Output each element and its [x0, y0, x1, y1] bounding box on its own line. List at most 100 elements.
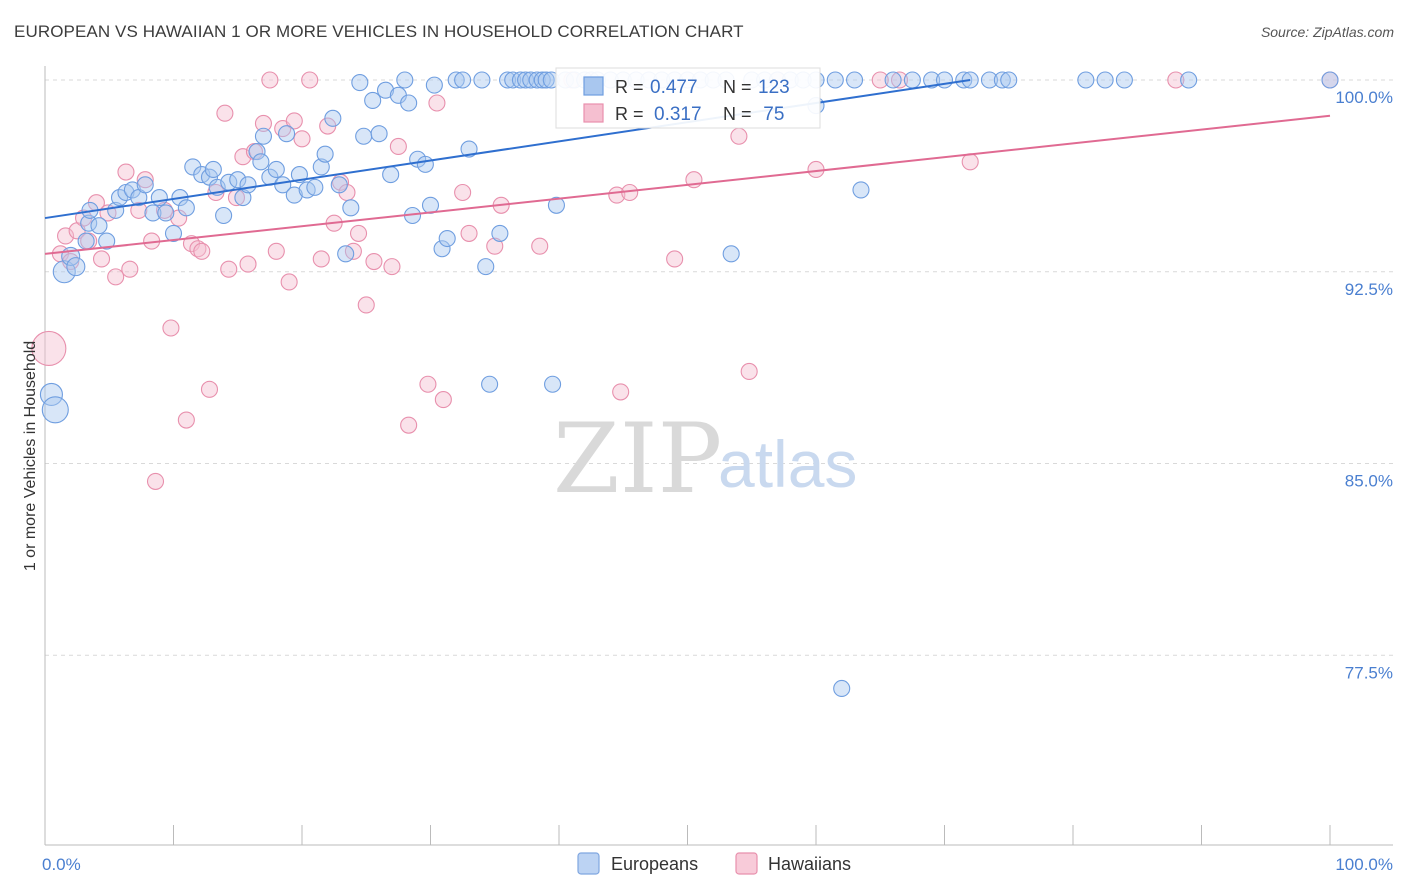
european-point	[1096, 71, 1114, 89]
hawaiian-point	[349, 224, 368, 242]
european-point	[90, 217, 108, 235]
european-point	[1115, 71, 1133, 89]
european-point	[98, 232, 116, 250]
hawaiian-point	[1167, 71, 1185, 89]
european-point	[522, 71, 540, 89]
european-point	[77, 232, 95, 250]
hawaiian-point	[383, 258, 401, 276]
european-point	[852, 181, 870, 199]
european-point	[722, 245, 740, 263]
hawaiian-point	[301, 71, 319, 89]
european-point	[425, 76, 443, 94]
hawaiian-point	[130, 201, 148, 219]
european-point	[274, 176, 292, 194]
european-point	[66, 257, 86, 277]
european-point	[41, 396, 69, 424]
legend-swatch-hawaiians	[735, 852, 758, 875]
stats-n-label-europeans: N =	[723, 77, 752, 97]
y-tick-label: 77.5%	[1345, 663, 1393, 682]
hawaiian-trend-line	[44, 114, 1331, 255]
european-point	[491, 224, 509, 242]
stats-swatch-hawaiians	[583, 103, 604, 123]
hawaiian-point	[612, 383, 630, 401]
hawaiian-point	[162, 319, 180, 337]
european-point	[215, 206, 233, 225]
hawaiian-point	[177, 411, 195, 429]
european-point	[547, 196, 565, 214]
european-point	[416, 155, 434, 173]
hawaiian-point	[193, 242, 211, 260]
hawaiian-point	[200, 380, 219, 398]
chart-title: EUROPEAN VS HAWAIIAN 1 OR MORE VEHICLES …	[14, 22, 744, 41]
axes	[44, 66, 1393, 846]
european-point	[80, 214, 98, 232]
hawaiian-point	[460, 224, 478, 242]
european-point	[438, 229, 456, 248]
european-point	[267, 160, 285, 179]
european-point	[400, 94, 418, 112]
tick-labels: 100.0% 92.5% 85.0% 77.5% 0.0% 100.0%	[42, 88, 1393, 874]
watermark-zip: ZIP	[553, 403, 722, 515]
european-point	[144, 204, 162, 222]
european-point	[537, 71, 555, 89]
european-point	[454, 71, 472, 89]
hawaiian-point	[389, 137, 407, 156]
european-point	[1000, 71, 1018, 89]
european-point	[364, 91, 382, 110]
european-point	[447, 71, 465, 89]
hawaiian-point	[267, 242, 285, 260]
european-point	[164, 224, 183, 242]
hawaiian-point	[730, 127, 748, 145]
hawaiian-point	[121, 260, 139, 278]
european-point	[826, 71, 844, 89]
hawaiian-point	[357, 296, 375, 314]
hawaiian-point	[136, 171, 154, 189]
european-point	[204, 160, 222, 179]
european-point	[252, 153, 270, 171]
y-tick-label: 85.0%	[1345, 472, 1393, 491]
european-point	[533, 71, 551, 89]
hawaiian-point	[216, 104, 234, 122]
grid-lines	[45, 79, 1393, 656]
hawaiian-point	[239, 255, 257, 273]
hawaiian-point	[400, 416, 418, 434]
european-point	[382, 166, 400, 184]
european-point	[312, 158, 330, 176]
european-point	[923, 71, 941, 89]
y-axis-label: 1 or more Vehicles in Household	[22, 341, 39, 571]
european-point	[150, 189, 168, 207]
european-point	[254, 127, 273, 145]
european-point	[177, 199, 195, 217]
european-point	[324, 109, 342, 127]
stats-n-label-hawaiians: N =	[723, 104, 752, 124]
european-point	[278, 125, 296, 143]
european-point	[376, 81, 395, 99]
hawaiian-point	[961, 153, 979, 171]
hawaiian-point	[365, 252, 383, 271]
european-point	[1077, 71, 1095, 89]
european-point	[903, 71, 921, 89]
stats-swatch-europeans	[583, 76, 604, 96]
hawaiian-point	[92, 250, 111, 268]
stats-n-hawaiians: 75	[758, 104, 784, 125]
hawaiian-point	[280, 273, 298, 291]
european-point	[1321, 71, 1339, 89]
european-point	[477, 258, 495, 276]
european-point	[511, 71, 530, 89]
y-tick-label: 100.0%	[1335, 88, 1393, 107]
stats-box: R = 0.477 N = 123 R = 0.317 N = 75	[555, 67, 821, 129]
legend-swatch-europeans	[577, 852, 600, 875]
source-label: Source: ZipAtlas.com	[1260, 24, 1394, 40]
european-point	[285, 186, 303, 204]
hawaiian-point	[454, 183, 472, 202]
x-tick-label-start: 0.0%	[42, 855, 81, 874]
hawaiian-point	[254, 114, 273, 133]
hawaiian-point	[285, 112, 303, 130]
hawaiian-point	[220, 260, 238, 278]
stats-r-label-europeans: R =	[615, 77, 644, 97]
watermark-atlas: atlas	[718, 427, 857, 501]
european-point	[845, 71, 864, 89]
european-point	[1180, 71, 1198, 89]
european-point	[473, 71, 491, 89]
